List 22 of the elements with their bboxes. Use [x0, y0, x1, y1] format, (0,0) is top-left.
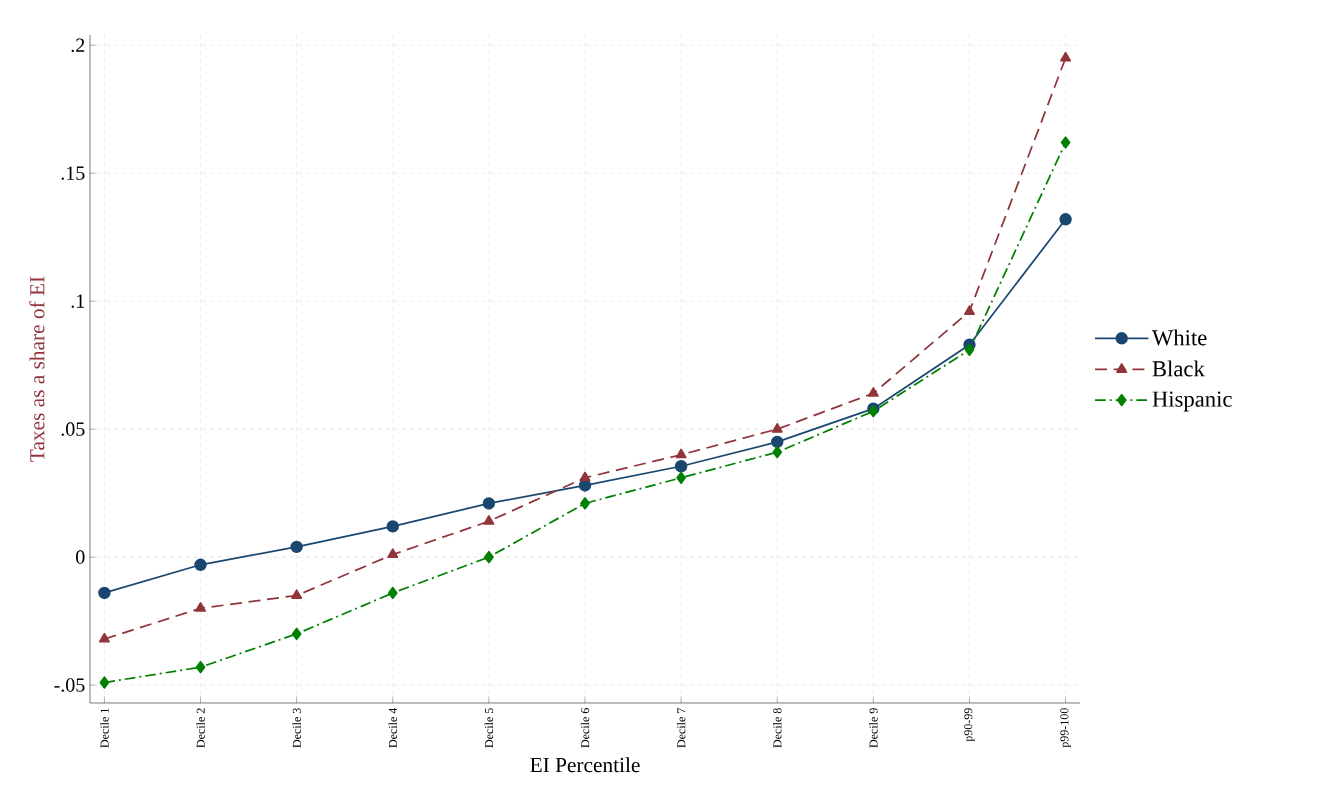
- y-tick-label: .2: [71, 38, 85, 52]
- x-tick-label: Decile 7: [676, 708, 686, 748]
- x-tick-label: p99-100: [1060, 708, 1071, 748]
- y-tick-label: .15: [61, 166, 85, 180]
- x-tick-label: Decile 2: [196, 708, 205, 748]
- x-tick-label: Decile 3: [292, 708, 301, 748]
- y-tick-label: -.05: [54, 678, 85, 692]
- y-axis-title: Taxes as a share of EI: [29, 276, 45, 462]
- legend-label: Black: [1152, 360, 1205, 377]
- x-axis-title: EI Percentile: [530, 757, 640, 773]
- x-tick-label: Decile 8: [773, 708, 782, 748]
- y-tick-label: 0: [76, 550, 85, 564]
- y-tick-label: .05: [61, 422, 85, 436]
- x-tick-label: p90-99: [964, 708, 975, 742]
- legend-label: Hispanic: [1152, 391, 1232, 412]
- x-tick-label: Decile 4: [388, 707, 397, 748]
- x-tick-label: Decile 9: [869, 708, 878, 748]
- x-tick-label: Decile 6: [580, 708, 590, 748]
- x-tick-label: Decile 5: [484, 708, 494, 748]
- legend-label: White: [1151, 329, 1207, 346]
- y-tick-label: .1: [71, 294, 85, 308]
- x-tick-label: Decile 1: [100, 708, 109, 748]
